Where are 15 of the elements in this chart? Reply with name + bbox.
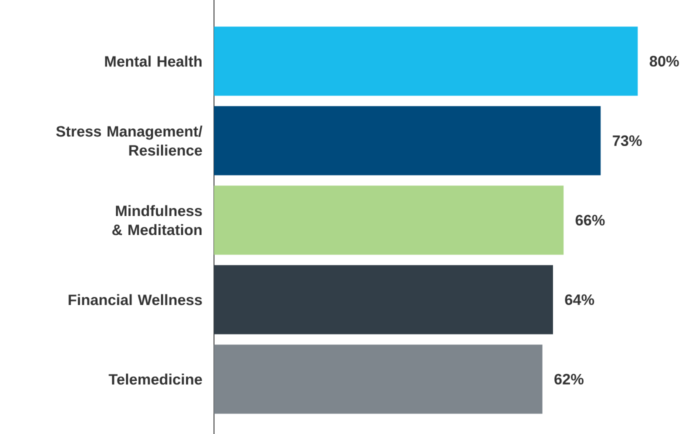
y-tick-label: Mindfulness & Meditation: [112, 205, 202, 236]
data-label: 80%: [650, 56, 679, 67]
data-label: 62%: [554, 374, 584, 384]
y-tick-label: Mental Health: [105, 56, 202, 67]
data-label: 64%: [565, 294, 594, 305]
data-label: 73%: [612, 135, 642, 146]
y-tick-label: Stress Management/ Resilience: [56, 126, 202, 156]
bar: [214, 344, 542, 414]
bar: [214, 186, 564, 255]
bar: [214, 106, 601, 176]
bar: [214, 265, 553, 334]
y-tick-label: Financial Wellness: [68, 294, 202, 306]
bar: [214, 26, 638, 96]
y-tick-label: Telemedicine: [108, 374, 202, 385]
data-label: 66%: [576, 214, 605, 226]
